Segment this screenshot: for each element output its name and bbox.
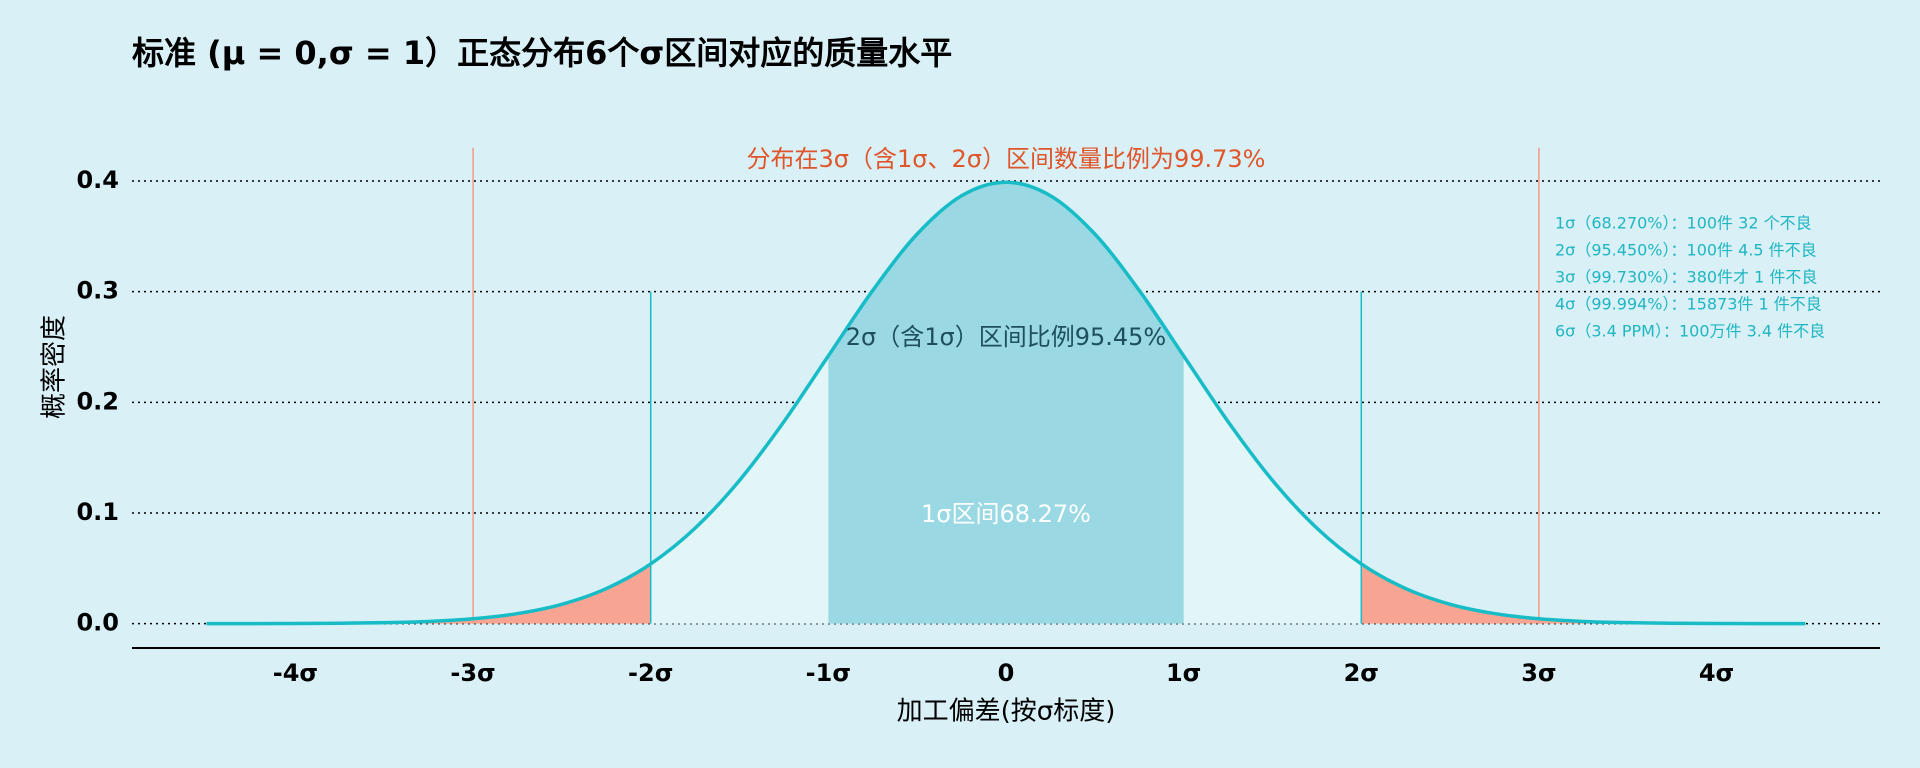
y-axis-title: 概率密度: [40, 315, 70, 419]
y-tick-label: 0.0: [76, 609, 119, 637]
note: 3σ（99.730%）：380件才 1 件不良: [1555, 268, 1817, 287]
x-tick-label: -1σ: [806, 659, 851, 687]
annotation: 分布在3σ（含1σ、2σ）区间数量比例为99.73%: [747, 145, 1266, 173]
band-area: [1361, 563, 1628, 624]
x-tick-label: -2σ: [628, 659, 673, 687]
annotation: 1σ区间68.27%: [921, 500, 1091, 528]
x-tick-label: 2σ: [1344, 659, 1379, 687]
x-axis-title: 加工偏差(按σ标度): [897, 697, 1116, 727]
note: 1σ（68.270%）：100件 32 个不良: [1555, 214, 1812, 233]
note: 6σ（3.4 PPM）：100万件 3.4 件不良: [1555, 322, 1825, 341]
y-tick-label: 0.4: [76, 166, 119, 194]
x-tick-label: 3σ: [1521, 659, 1556, 687]
note: 4σ（99.994%）：15873件 1 件不良: [1555, 295, 1822, 314]
x-tick-label: 1σ: [1166, 659, 1201, 687]
x-tick-label: -3σ: [450, 659, 495, 687]
x-tick-label: 4σ: [1699, 659, 1734, 687]
x-tick-label: -4σ: [273, 659, 318, 687]
y-tick-label: 0.2: [76, 387, 119, 415]
chart-title: 标准 (μ = 0,σ = 1）正态分布6个σ区间对应的质量水平: [132, 34, 952, 72]
band-area: [828, 182, 1184, 624]
annotation: 2σ（含1σ）区间比例95.45%: [846, 323, 1166, 351]
band-area: [384, 563, 651, 624]
density-line: [206, 180, 1806, 626]
y-tick-label: 0.1: [76, 498, 119, 526]
x-tick-label: 0: [998, 659, 1015, 687]
y-tick-label: 0.3: [76, 277, 119, 305]
note: 2σ（95.450%）：100件 4.5 件不良: [1555, 241, 1817, 260]
